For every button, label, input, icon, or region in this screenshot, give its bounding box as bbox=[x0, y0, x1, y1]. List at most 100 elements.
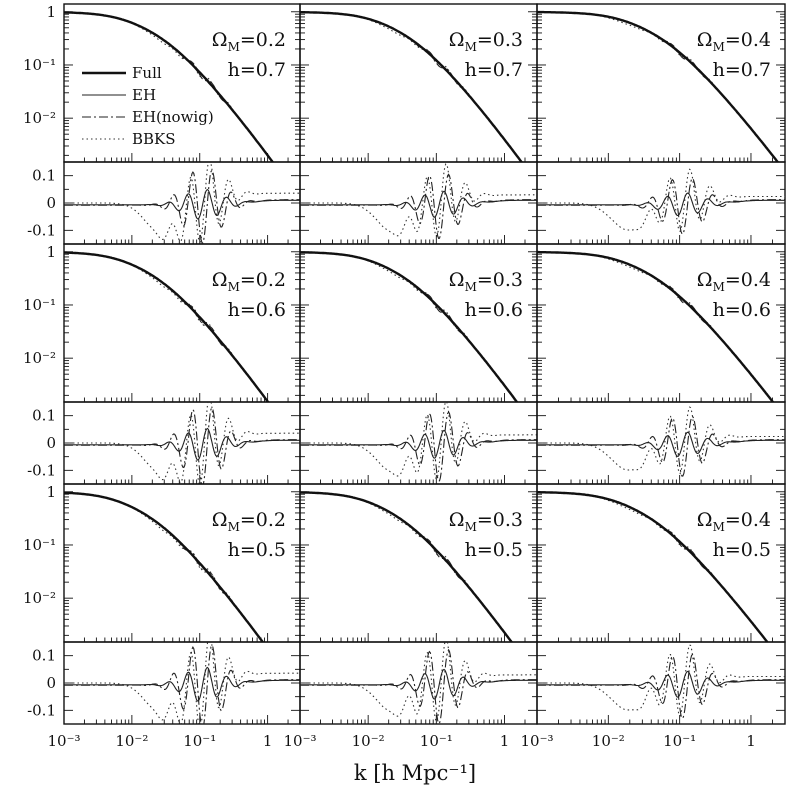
top-curves bbox=[537, 250, 775, 402]
x-tick-label: 1 bbox=[263, 732, 273, 750]
x-tick-label: 10⁻¹ bbox=[183, 732, 216, 750]
bottom-curves bbox=[64, 162, 300, 244]
y-tick-label: 0.1 bbox=[32, 407, 56, 425]
panel-3: ΩM=0.4 h=0.7 bbox=[536, 3, 786, 245]
bottom-curves bbox=[64, 642, 300, 724]
series-line-eh bbox=[537, 192, 785, 217]
series-line-bbks bbox=[537, 168, 785, 233]
panel-omega-label: ΩM=0.3 bbox=[449, 509, 523, 534]
panel-omega-label: ΩM=0.2 bbox=[212, 509, 286, 534]
curves bbox=[64, 11, 300, 244]
bottom-curves bbox=[300, 163, 537, 239]
y-tick-label: 10⁻¹ bbox=[23, 56, 56, 74]
series-line-full bbox=[64, 11, 275, 162]
y-tick-label: 1 bbox=[46, 3, 56, 21]
series-line-full bbox=[300, 251, 519, 402]
top-curves bbox=[64, 11, 275, 162]
y-tick-label: 10⁻¹ bbox=[23, 536, 56, 554]
series-line-full bbox=[64, 251, 270, 402]
x-axis-title: k [h Mpc⁻¹] bbox=[354, 761, 476, 785]
panel-5: ΩM=0.3 h=0.6 bbox=[299, 243, 538, 485]
curves bbox=[300, 11, 537, 239]
panel-h-label: h=0.6 bbox=[713, 299, 771, 321]
panel-h-label: h=0.7 bbox=[465, 59, 523, 81]
curves bbox=[300, 251, 537, 482]
series-line-full bbox=[300, 11, 523, 162]
top-panel-frame bbox=[63, 483, 301, 643]
series-line-eh bbox=[300, 429, 537, 459]
y-tick-label: 0 bbox=[46, 194, 56, 212]
panel-omega-label: ΩM=0.4 bbox=[697, 509, 771, 534]
x-tick-label: 10⁻² bbox=[352, 732, 385, 750]
panel-omega-label: ΩM=0.2 bbox=[212, 29, 286, 54]
x-tick-label: 1 bbox=[746, 732, 756, 750]
panel-h-label: h=0.5 bbox=[228, 539, 286, 561]
series-line-eh bbox=[537, 431, 785, 457]
top-curves bbox=[64, 251, 270, 402]
series-line-bbks bbox=[537, 644, 785, 717]
y-tick-label: -0.1 bbox=[27, 221, 56, 239]
panel-8: ΩM=0.3 h=0.5 10⁻³ 10⁻² 10⁻¹ 1 bbox=[283, 483, 538, 750]
series-line-eh bbox=[64, 666, 300, 702]
y-tick-label: 0.1 bbox=[32, 647, 56, 665]
y-tick-label: -0.1 bbox=[27, 701, 56, 719]
panel-omega-label: ΩM=0.3 bbox=[449, 269, 523, 294]
series-line-bbks bbox=[300, 402, 537, 480]
panel-9: ΩM=0.4 h=0.5 10⁻³ 10⁻² 10⁻¹ 1 bbox=[520, 483, 786, 750]
bottom-curves bbox=[537, 406, 785, 477]
series-line-full bbox=[64, 491, 265, 642]
series-line-eh bbox=[537, 670, 785, 698]
y-tick-label: -0.1 bbox=[27, 461, 56, 479]
x-tick-label: 10⁻¹ bbox=[420, 732, 453, 750]
bottom-curves bbox=[537, 644, 785, 719]
panel-6: ΩM=0.4 h=0.6 bbox=[536, 243, 786, 485]
bottom-panel-frame bbox=[299, 641, 538, 725]
legend: Full EH EH(nowig) BBKS bbox=[82, 64, 214, 148]
top-panel-frame bbox=[63, 3, 301, 163]
panel-h-label: h=0.7 bbox=[228, 59, 286, 81]
y-tick-label: 10⁻¹ bbox=[23, 296, 56, 314]
panel-omega-label: ΩM=0.4 bbox=[697, 269, 771, 294]
panel-h-label: h=0.6 bbox=[228, 299, 286, 321]
panel-omega-label: ΩM=0.4 bbox=[697, 29, 771, 54]
series-line-full bbox=[537, 250, 775, 402]
top-curves bbox=[537, 491, 769, 642]
panel-h-label: h=0.5 bbox=[465, 539, 523, 561]
series-line-full bbox=[537, 491, 769, 642]
legend-label: BBKS bbox=[132, 130, 176, 148]
y-tick-label: 0.1 bbox=[32, 167, 56, 185]
series-line-eh bbox=[64, 188, 300, 220]
panel-h-label: h=0.6 bbox=[465, 299, 523, 321]
x-tick-label: 10⁻³ bbox=[47, 732, 80, 750]
x-tick-label: 10⁻³ bbox=[283, 732, 316, 750]
bottom-panel-frame bbox=[63, 401, 301, 485]
curves bbox=[537, 250, 785, 477]
curves bbox=[537, 491, 785, 719]
panel-4: ΩM=0.2 h=0.6 1 10⁻¹ 10⁻² 0.1 0 -0.1 bbox=[23, 243, 301, 485]
panels-layer: ΩM=0.2h=0.7110⁻¹10⁻²0.10-0.1ΩM=0.3h=0.7Ω… bbox=[23, 3, 786, 750]
top-curves bbox=[300, 11, 523, 162]
bottom-panel-frame bbox=[299, 161, 538, 245]
y-tick-label: 0 bbox=[46, 434, 56, 452]
bottom-curves bbox=[300, 402, 537, 482]
series-line-eh bbox=[300, 668, 537, 700]
bottom-panel-frame bbox=[63, 161, 301, 245]
series-line-bbks bbox=[300, 163, 537, 238]
panel-h-label: h=0.7 bbox=[713, 59, 771, 81]
series-line-bbks bbox=[537, 406, 785, 475]
bottom-curves bbox=[64, 402, 300, 484]
series-line-bbks bbox=[64, 402, 300, 484]
top-panel-frame bbox=[536, 3, 786, 163]
legend-label: Full bbox=[132, 64, 162, 82]
top-curves bbox=[300, 251, 519, 402]
series-line-eh bbox=[300, 190, 537, 218]
top-panel-frame bbox=[299, 483, 538, 643]
panel-omega-label: ΩM=0.3 bbox=[449, 29, 523, 54]
bottom-curves bbox=[537, 168, 785, 235]
bottom-panel-frame bbox=[63, 641, 301, 725]
y-tick-label: 1 bbox=[46, 483, 56, 501]
x-tick-label: 10⁻³ bbox=[520, 732, 553, 750]
curves bbox=[64, 491, 300, 724]
y-tick-label: 1 bbox=[46, 243, 56, 261]
legend-label: EH(nowig) bbox=[132, 108, 214, 126]
